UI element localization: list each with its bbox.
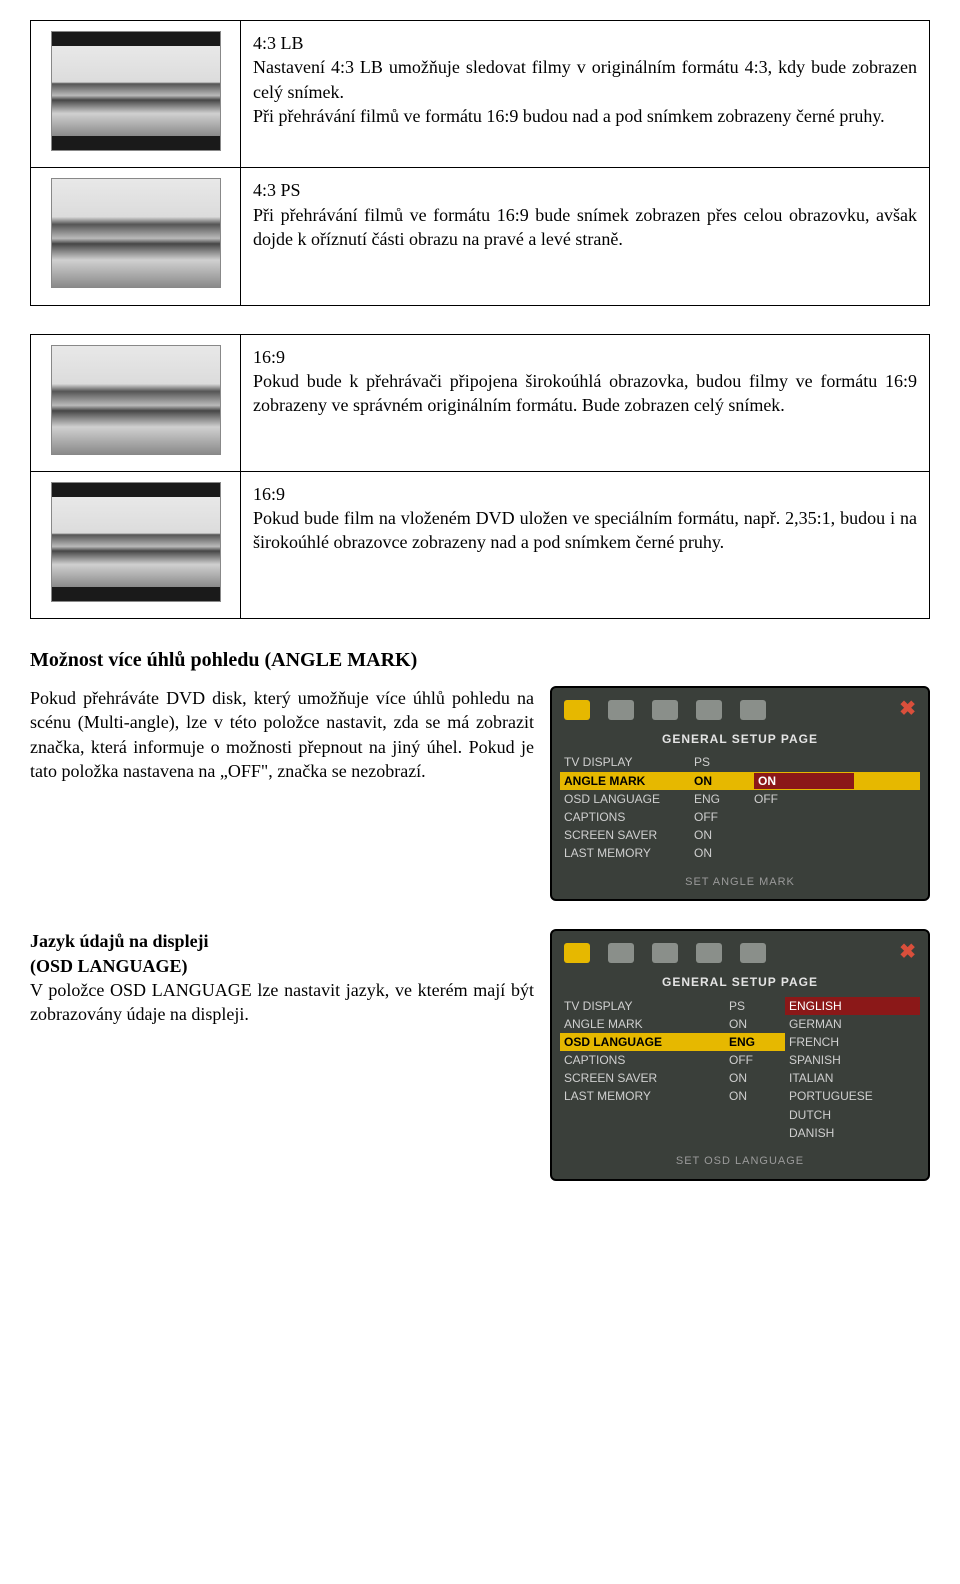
entry-title: 16:9 (253, 345, 917, 369)
thumbnail-letterbox (51, 482, 221, 602)
osd-icon-row: ✖ (560, 937, 920, 972)
osd-title: GENERAL SETUP PAGE (560, 731, 920, 747)
osd-val: ON (725, 1069, 785, 1087)
entry-title: 16:9 (253, 482, 917, 506)
osd-key: LAST MEMORY (560, 1087, 725, 1105)
osd-option: ITALIAN (785, 1069, 920, 1087)
osd-val: PS (694, 754, 754, 770)
osd-option-selected: ON (754, 773, 854, 789)
osd-menu: TV DISPLAY PS ENGLISH ANGLE MARK ON GERM… (560, 997, 920, 1143)
osd-option: DANISH (785, 1124, 920, 1142)
description-cell: 16:9 Pokud bude film na vloženém DVD ulo… (241, 471, 930, 618)
osd-val: ON (694, 773, 754, 789)
osd-val: ON (694, 845, 754, 861)
osd-icon-row: ✖ (560, 694, 920, 729)
aspect-table-2: 16:9 Pokud bude k přehrávači připojena š… (30, 334, 930, 620)
osd-val: ON (694, 827, 754, 843)
osd-tab-icon (564, 943, 590, 963)
osd-row: CAPTIONS OFF (560, 808, 920, 826)
thumbnail-full (51, 345, 221, 455)
thumbnail-letterbox (51, 31, 221, 151)
osd-row: OSD LANGUAGE ENG OFF (560, 790, 920, 808)
description-cell: 16:9 Pokud bude k přehrávači připojena š… (241, 334, 930, 471)
osd-row-highlighted: ANGLE MARK ON ON (560, 772, 920, 790)
osd-key: TV DISPLAY (564, 754, 694, 770)
thumbnail-cell (31, 334, 241, 471)
osd-footer: SET OSD LANGUAGE (560, 1154, 920, 1169)
osd-language-body: V položce OSD LANGUAGE lze nastavit jazy… (30, 980, 534, 1024)
osd-menu: TV DISPLAY PS ANGLE MARK ON ON OSD LANGU… (560, 753, 920, 862)
thumbnail-cell (31, 471, 241, 618)
osd-tab-icon (740, 943, 766, 963)
osd-option-selected: ENGLISH (785, 997, 920, 1015)
table-row: 4:3 LB Nastavení 4:3 LB umožňuje sledova… (31, 21, 930, 168)
osd-tab-icon (564, 700, 590, 720)
osd-val: ON (725, 1015, 785, 1033)
description-cell: 4:3 LB Nastavení 4:3 LB umožňuje sledova… (241, 21, 930, 168)
osd-key: LAST MEMORY (564, 845, 694, 861)
osd-option: OFF (754, 791, 854, 807)
osd-option: FRENCH (785, 1033, 920, 1051)
entry-title: 4:3 LB (253, 31, 917, 55)
osd-val: OFF (725, 1051, 785, 1069)
entry-title: 4:3 PS (253, 178, 917, 202)
angle-mark-block: Pokud přehráváte DVD disk, který umožňuj… (30, 686, 930, 901)
osd-screenshot-language: ✖ GENERAL SETUP PAGE TV DISPLAY PS ENGLI… (550, 929, 930, 1181)
table-row: 16:9 Pokud bude k přehrávači připojena š… (31, 334, 930, 471)
osd-key-highlighted: OSD LANGUAGE (560, 1033, 725, 1051)
angle-mark-body: Pokud přehráváte DVD disk, který umožňuj… (30, 688, 534, 781)
osd-key: CAPTIONS (560, 1051, 725, 1069)
osd-language-block: Jazyk údajů na displeji (OSD LANGUAGE) V… (30, 929, 930, 1181)
section-heading-osd-language: Jazyk údajů na displeji (30, 929, 534, 953)
osd-row: TV DISPLAY PS (560, 753, 920, 771)
aspect-table-1: 4:3 LB Nastavení 4:3 LB umožňuje sledova… (30, 20, 930, 306)
thumbnail-cell (31, 168, 241, 305)
osd-val: ENG (694, 791, 754, 807)
description-cell: 4:3 PS Při přehrávání filmů ve formátu 1… (241, 168, 930, 305)
osd-key: CAPTIONS (564, 809, 694, 825)
section-subheading-osd-language: (OSD LANGUAGE) (30, 954, 534, 978)
osd-val: OFF (694, 809, 754, 825)
thumbnail-full (51, 178, 221, 288)
osd-tab-icon (740, 700, 766, 720)
osd-footer: SET ANGLE MARK (560, 875, 920, 890)
osd-language-text: Jazyk údajů na displeji (OSD LANGUAGE) V… (30, 929, 534, 1026)
osd-val-highlighted: ENG (725, 1033, 785, 1051)
osd-key: ANGLE MARK (564, 773, 694, 789)
entry-body: Nastavení 4:3 LB umožňuje sledovat filmy… (253, 55, 917, 128)
osd-val: ON (725, 1087, 785, 1105)
osd-key: SCREEN SAVER (560, 1069, 725, 1087)
table-row: 16:9 Pokud bude film na vloženém DVD ulo… (31, 471, 930, 618)
osd-row: SCREEN SAVER ON (560, 826, 920, 844)
osd-tab-icon (608, 943, 634, 963)
osd-val: PS (725, 997, 785, 1015)
osd-tab-icon (652, 700, 678, 720)
osd-option: GERMAN (785, 1015, 920, 1033)
entry-body: Pokud bude film na vloženém DVD uložen v… (253, 506, 917, 555)
osd-tab-icon (696, 943, 722, 963)
osd-option: PORTUGUESE (785, 1087, 920, 1105)
table-row: 4:3 PS Při přehrávání filmů ve formátu 1… (31, 168, 930, 305)
entry-body: Pokud bude k přehrávači připojena široko… (253, 369, 917, 418)
close-icon: ✖ (899, 696, 916, 723)
osd-screenshot-angle-mark: ✖ GENERAL SETUP PAGE TV DISPLAY PS ANGLE… (550, 686, 930, 901)
osd-tab-icon (608, 700, 634, 720)
thumbnail-cell (31, 21, 241, 168)
section-heading-angle-mark: Možnost více úhlů pohledu (ANGLE MARK) (30, 647, 930, 674)
osd-option: DUTCH (785, 1106, 920, 1124)
angle-mark-text: Pokud přehráváte DVD disk, který umožňuj… (30, 686, 534, 783)
osd-tab-icon (652, 943, 678, 963)
osd-key: SCREEN SAVER (564, 827, 694, 843)
osd-row: LAST MEMORY ON (560, 844, 920, 862)
osd-key: ANGLE MARK (560, 1015, 725, 1033)
osd-tab-icon (696, 700, 722, 720)
osd-title: GENERAL SETUP PAGE (560, 974, 920, 990)
osd-option: SPANISH (785, 1051, 920, 1069)
close-icon: ✖ (899, 939, 916, 966)
osd-key: OSD LANGUAGE (564, 791, 694, 807)
entry-body: Při přehrávání filmů ve formátu 16:9 bud… (253, 203, 917, 252)
osd-key: TV DISPLAY (560, 997, 725, 1015)
